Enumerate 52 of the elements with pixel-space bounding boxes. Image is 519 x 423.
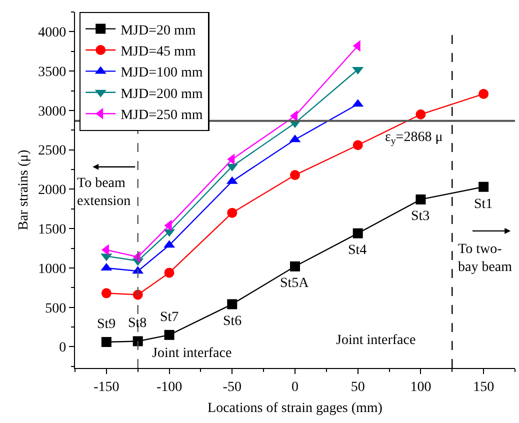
y-tick-label: 2500 [38,144,66,159]
annotation: St9 [97,317,116,332]
annotation: St8 [128,316,147,331]
annotation: St7 [160,310,179,325]
x-tick-label: 0 [292,380,298,395]
annotation: To beam extension [77,176,131,210]
y-tick-label: 3000 [38,104,66,120]
y-tick-label: 1500 [38,222,66,238]
annotation: Joint interface [152,346,232,361]
annotation: St5A [280,276,310,291]
y-axis-title: Bar strains (μ) [16,149,32,230]
x-tick-label: -100 [156,380,182,395]
point [290,170,300,180]
y-tick-label: 500 [45,301,66,316]
point [101,337,112,348]
point [352,140,363,150]
annotation: St1 [474,197,493,212]
point [101,288,112,298]
annotation: Joint interface [336,333,416,348]
x-tick-label: -50 [222,380,242,395]
y-tick-label: 0 [59,340,66,356]
point [478,182,489,192]
x-axis-title: Locations of strain gages (mm) [208,401,383,416]
legend-label: MJD=45 mm [120,44,196,60]
point [416,194,426,204]
point [132,290,143,300]
point [290,261,300,272]
x-tick-label: -150 [94,380,120,395]
point [164,268,174,278]
ref-line-label: ε$_{y}$=2868 μ [385,130,443,147]
y-tick-label: 3500 [38,64,66,80]
annotation: St4 [348,243,367,258]
x-tick-label: 100 [410,380,432,395]
point [478,88,489,99]
point [132,336,143,346]
x-tick-label: 50 [350,380,365,395]
annotation: To two- bay beam [458,242,512,276]
annotation: St3 [411,209,430,224]
legend-label: MJD=200 mm [120,86,203,102]
point [416,109,426,120]
point [164,330,174,340]
point [352,228,363,238]
legend-label: MJD=250 mm [120,108,203,124]
point [227,299,238,310]
point [227,208,238,218]
y-tick-label: 1000 [38,262,66,277]
annotation: St6 [223,314,242,329]
legend-label: MJD=20 mm [120,23,196,38]
y-tick-label: 2000 [38,183,66,198]
legend-label: MJD=100 mm [120,66,203,81]
y-tick-label: 4000 [38,26,66,41]
x-tick-label: 150 [473,380,494,395]
